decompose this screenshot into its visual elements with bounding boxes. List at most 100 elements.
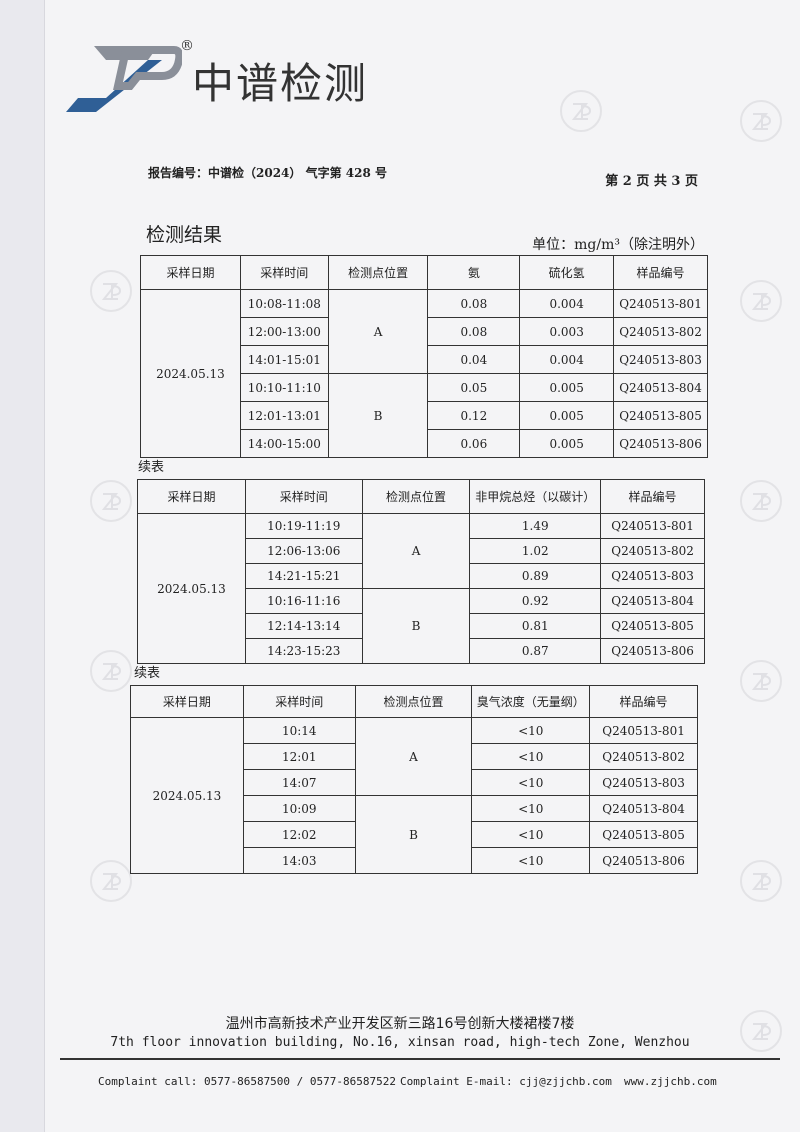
monitoring-point-cell: B — [361, 588, 471, 664]
registered-mark: ® — [180, 38, 194, 54]
sampling-time-cell: 14:00-15:00 — [239, 429, 329, 458]
result-value-cell: 0.004 — [519, 289, 615, 318]
results-table-ammonia-h2s: 采样日期 采样时间 检测点位置氨硫化氢 样品编号 2024.05.13 10:08-11:… — [140, 255, 708, 458]
result-value-cell: 1.49 — [469, 513, 602, 539]
table-row: 14:21-15:21 0.89 Q240513-803 — [138, 563, 705, 589]
header-row: 采样日期 采样时间 检测点位置 非甲烷总烃（以碳计） 样品编号 — [137, 479, 705, 514]
column-header: 非甲烷总烃（以碳计） — [469, 479, 602, 514]
sampling-time-cell: 12:01 — [242, 743, 356, 770]
sampling-time-cell: 10:10-11:10 — [239, 373, 329, 402]
sample-id-cell: Q240513-804 — [600, 588, 705, 614]
column-header: 样品编号 — [600, 479, 705, 514]
result-value-cell: <10 — [471, 743, 591, 770]
result-value-cell: 0.87 — [469, 638, 602, 664]
column-header: 检测点位置 — [361, 479, 471, 514]
sampling-time-cell: 12:06-13:06 — [244, 538, 363, 564]
monitoring-point-cell: B — [354, 795, 473, 874]
page-info: 第 2 页 共 3 页 — [605, 174, 698, 189]
continued-label: 续表 — [134, 666, 161, 681]
header-row: 采样日期 采样时间 检测点位置 臭气浓度（无量纲） 样品编号 — [130, 685, 698, 718]
monitoring-point-cell: B — [327, 373, 429, 458]
sampling-time-cell: 12:01-13:01 — [239, 401, 329, 430]
column-header: 臭气浓度（无量纲） — [471, 685, 591, 718]
results-table-nmhc: 采样日期 采样时间 检测点位置 非甲烷总烃（以碳计） 样品编号 2024.05.13 10:… — [137, 479, 705, 664]
result-value-cell: <10 — [471, 821, 591, 848]
scan-edge — [0, 0, 45, 1132]
report-number: 报告编号：中谱检（2024） 气字第 428 号 — [148, 166, 387, 180]
sample-id-cell: Q240513-803 — [613, 345, 708, 374]
column-header: 样品编号 — [589, 685, 698, 718]
watermark-seal-icon — [90, 650, 132, 692]
result-value-cell: 0.08 — [427, 317, 521, 346]
sampling-time-cell: 14:23-15:23 — [244, 638, 363, 664]
result-value-cell: <10 — [471, 795, 591, 822]
unit-note: 单位：mg/m³（除注明外） — [532, 237, 704, 253]
column-header: 硫化氢 — [519, 255, 615, 290]
monitoring-point-cell: A — [361, 513, 471, 589]
sampling-time-cell: 10:16-11:16 — [244, 588, 363, 614]
result-value-cell: 0.003 — [519, 317, 615, 346]
sample-id-cell: Q240513-802 — [600, 538, 705, 564]
sampling-time-cell: 10:08-11:08 — [239, 289, 329, 318]
table-row: 14:03 <10 Q240513-806 — [131, 847, 698, 874]
table-row: 14:00-15:00 0.06 0.005 Q240513-806 — [141, 429, 708, 458]
sample-id-cell: Q240513-802 — [589, 743, 698, 770]
sampling-time-cell: 14:21-15:21 — [244, 563, 363, 589]
column-header: 样品编号 — [613, 255, 708, 290]
watermark-seal-icon — [560, 90, 602, 132]
result-value-cell: 1.02 — [469, 538, 602, 564]
sampling-time-cell: 10:14 — [242, 717, 356, 744]
results-table-odor: 采样日期 采样时间 检测点位置 臭气浓度（无量纲） 样品编号 2024.05.13 10:1… — [130, 685, 698, 874]
result-value-cell: <10 — [471, 717, 591, 744]
complaint-email: Complaint E-mail: cjj@zjjchb.com — [400, 1075, 612, 1088]
result-value-cell: 0.005 — [519, 401, 615, 430]
sample-id-cell: Q240513-803 — [589, 769, 698, 796]
table-row: 14:07 <10 Q240513-803 — [131, 769, 698, 796]
result-value-cell: 0.89 — [469, 563, 602, 589]
sampling-time-cell: 12:02 — [242, 821, 356, 848]
column-header: 采样日期 — [140, 255, 241, 290]
sample-id-cell: Q240513-805 — [600, 613, 705, 639]
sampling-time-cell: 14:01-15:01 — [239, 345, 329, 374]
sample-id-cell: Q240513-806 — [589, 847, 698, 874]
sample-id-cell: Q240513-806 — [613, 429, 708, 458]
watermark-seal-icon — [740, 480, 782, 522]
table-row: 12:02 <10 Q240513-805 — [131, 821, 698, 848]
zp-logo-icon — [66, 46, 182, 112]
table-row: 2024.05.13 10:08-11:08 A 0.08 0.004 Q240513-8… — [140, 289, 708, 458]
result-value-cell: 0.004 — [519, 345, 615, 374]
address-en: 7th floor innovation building, No.16, xi… — [110, 1035, 690, 1050]
result-value-cell: 0.92 — [469, 588, 602, 614]
header-row: 采样日期 采样时间 检测点位置氨硫化氢 样品编号 — [140, 255, 708, 290]
column-header: 采样时间 — [242, 685, 356, 718]
watermark-seal-icon — [740, 100, 782, 142]
sampling-time-cell: 14:07 — [242, 769, 356, 796]
watermark-seal-icon — [90, 270, 132, 312]
table-row: 2024.05.13 10:19-11:19 A 1.49 Q240513-801 — [137, 513, 705, 664]
sample-id-cell: Q240513-804 — [589, 795, 698, 822]
sampling-time-cell: 10:09 — [242, 795, 356, 822]
column-header: 采样日期 — [137, 479, 246, 514]
watermark-seal-icon — [740, 660, 782, 702]
result-value-cell: 0.12 — [427, 401, 521, 430]
brand-name: 中谱检测 — [192, 59, 369, 108]
table-row: 14:23-15:23 0.87 Q240513-806 — [138, 638, 705, 664]
watermark-seal-icon — [90, 480, 132, 522]
sampling-time-cell: 10:19-11:19 — [244, 513, 363, 539]
sampling-time-cell: 14:03 — [242, 847, 356, 874]
monitoring-point-cell: A — [354, 717, 473, 796]
column-header: 采样时间 — [244, 479, 363, 514]
watermark-seal-icon — [740, 1010, 782, 1052]
result-value-cell: 0.81 — [469, 613, 602, 639]
section-title: 检测结果 — [146, 224, 223, 246]
sample-id-cell: Q240513-801 — [589, 717, 698, 744]
result-value-cell: <10 — [471, 769, 591, 796]
sample-id-cell: Q240513-803 — [600, 563, 705, 589]
sample-id-cell: Q240513-804 — [613, 373, 708, 402]
result-value-cell: 0.06 — [427, 429, 521, 458]
watermark-seal-icon — [740, 860, 782, 902]
result-value-cell: 0.04 — [427, 345, 521, 374]
column-header: 氨 — [427, 255, 521, 290]
sampling-time-cell: 12:14-13:14 — [244, 613, 363, 639]
sample-id-cell: Q240513-801 — [613, 289, 708, 318]
